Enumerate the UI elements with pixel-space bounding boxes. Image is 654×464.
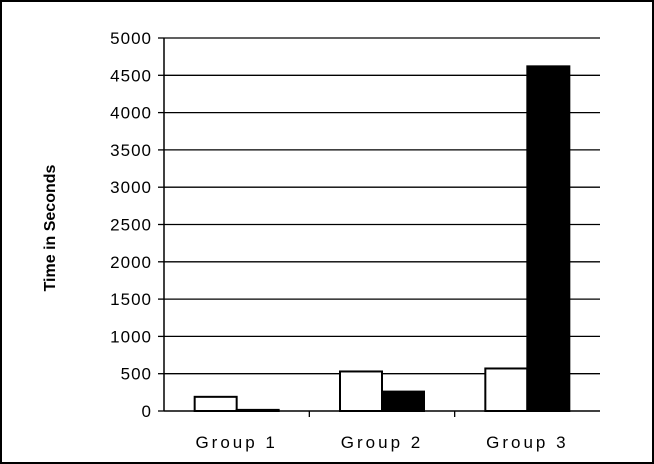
- bar-series1-group-2: [339, 370, 383, 413]
- x-category-label: Group 1: [195, 433, 277, 452]
- y-tick-label: 500: [121, 365, 152, 384]
- y-tick-label: 5000: [110, 29, 152, 48]
- bar-series1-group-1: [193, 395, 238, 412]
- y-tick-label: 1000: [110, 327, 152, 346]
- y-tick-label: 2000: [110, 253, 152, 272]
- y-axis-title: Time in Seconds: [42, 164, 59, 291]
- axes: [158, 37, 600, 417]
- bars: [193, 65, 571, 413]
- x-category-label: Group 2: [341, 433, 423, 452]
- y-tick-label: 1500: [110, 290, 152, 309]
- labels: 0 500 1000 1500 2000 2500 3000 3500 4000 4500 5000…: [110, 29, 568, 452]
- x-category-label: Group 3: [486, 433, 568, 452]
- bar-series1-group-3: [484, 367, 529, 412]
- y-tick-label: 4500: [110, 66, 152, 85]
- y-tick-label: 2500: [110, 216, 152, 235]
- y-tick-label: 3500: [110, 141, 152, 160]
- y-tick-label: 0: [142, 402, 152, 421]
- bar-series2-group-3: [526, 65, 571, 413]
- y-tick-label: 3000: [110, 178, 152, 197]
- bar-series2-group-2: [381, 390, 425, 413]
- gridlines: [164, 37, 600, 375]
- y-tick-label: 4000: [110, 104, 152, 123]
